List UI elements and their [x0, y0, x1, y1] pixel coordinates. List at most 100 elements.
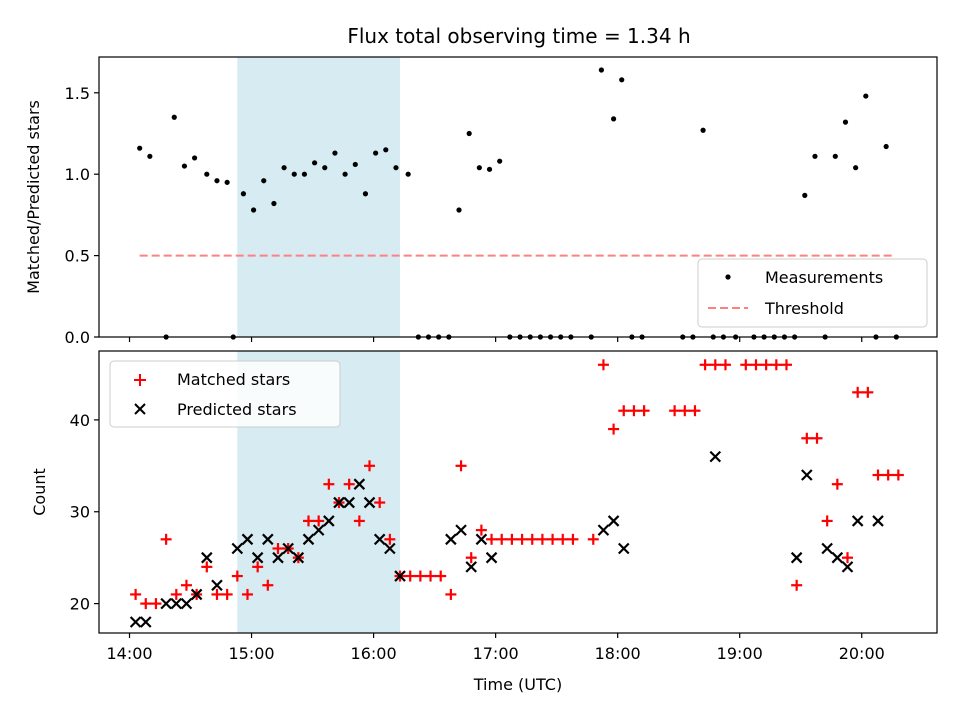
predicted-star-point	[841, 561, 854, 573]
matched-star-point	[252, 561, 264, 573]
x-tick-label: 19:00	[717, 644, 763, 663]
matched-star-point	[170, 588, 182, 600]
matched-star-point	[679, 405, 691, 417]
matched-star-point	[689, 405, 701, 417]
predicted-star-point	[160, 597, 172, 610]
matched-star-point	[201, 561, 213, 573]
top-highlight-span	[237, 57, 401, 337]
measurement-point	[405, 171, 411, 177]
y-tick-label: 40	[70, 411, 90, 430]
predicted-star-point	[709, 450, 722, 463]
matched-star-point	[364, 460, 376, 472]
predicted-star-point	[790, 551, 803, 564]
predicted-star-point	[373, 533, 386, 546]
measurement-point	[224, 179, 230, 185]
measurement-point	[863, 93, 869, 99]
bottom-legend: Matched stars Predicted stars	[109, 360, 341, 428]
matched-star-point	[669, 405, 681, 417]
matched-star-point	[740, 359, 752, 371]
top-plot-frame	[98, 56, 938, 338]
matched-star-point	[557, 533, 569, 545]
matched-star-point	[699, 359, 711, 371]
matched-star-point	[160, 533, 172, 545]
x-tick-label: 20:00	[839, 644, 885, 663]
matched-star-point	[486, 533, 498, 545]
predicted-star-point	[384, 542, 396, 555]
measurement-point	[456, 207, 462, 213]
top-x-ticks	[128, 337, 863, 342]
y-tick-label: 30	[70, 503, 90, 522]
matched-star-point	[262, 579, 274, 591]
matched-star-point	[414, 570, 426, 582]
measurement-point	[812, 153, 818, 159]
y-tick-label: 0.0	[65, 328, 90, 347]
measurement-point	[486, 166, 493, 172]
top-y-axis-label: Matched/Predicted stars	[24, 100, 43, 294]
bottom-y-ticks: 20 30 40	[70, 411, 99, 614]
top-legend-box	[697, 258, 928, 328]
legend-label-threshold: Threshold	[764, 299, 844, 318]
measurement-point	[137, 145, 143, 151]
matched-star-point	[516, 533, 528, 545]
y-tick-label: 1.0	[65, 165, 90, 184]
matched-star-point	[425, 570, 437, 582]
legend-label-measurements: Measurements	[765, 268, 883, 287]
predicted-star-point	[607, 515, 620, 527]
predicted-star-point	[201, 551, 213, 564]
predicted-star-point	[475, 533, 488, 546]
predicted-star-point	[262, 533, 274, 546]
measurement-point	[352, 161, 358, 168]
matched-star-point	[882, 469, 894, 481]
matched-star-point	[821, 515, 833, 527]
matched-star-point	[435, 570, 447, 582]
bottom-legend-box	[109, 360, 341, 428]
measurement-point	[466, 130, 472, 137]
bottom-plot-frame	[98, 350, 938, 634]
measurement-point	[301, 171, 308, 177]
matched-star-point	[140, 598, 152, 610]
measurement-points	[137, 67, 899, 340]
measurement-point	[598, 67, 604, 73]
matched-star-point	[374, 497, 386, 509]
predicted-star-point	[211, 579, 223, 592]
matched-star-point	[750, 359, 762, 371]
predicted-star-point	[363, 496, 376, 509]
matched-star-point	[587, 533, 599, 545]
measurement-point	[842, 119, 849, 125]
bottom-x-ticks: 14:00 15:00 16:00 17:00 18:00 19:00 20:00	[106, 633, 885, 663]
measurement-point	[883, 143, 889, 150]
matched-star-point	[770, 359, 782, 371]
matched-star-point	[842, 552, 854, 564]
matched-star-point	[303, 515, 314, 527]
matched-star-point	[852, 386, 864, 398]
measurement-point	[383, 147, 389, 153]
measurement-point	[204, 171, 210, 177]
matched-star-point	[628, 405, 640, 417]
measurement-point	[322, 165, 328, 171]
matched-star-point	[323, 478, 335, 490]
matched-star-point	[384, 533, 396, 545]
matched-star-point	[272, 542, 284, 554]
predicted-stars-points	[129, 450, 884, 628]
x-tick-label: 14:00	[106, 644, 152, 663]
y-tick-label: 20	[70, 595, 90, 614]
matched-star-point	[760, 359, 772, 371]
highlight-span-rect	[237, 57, 401, 337]
matched-star-point	[801, 432, 813, 444]
predicted-star-point	[872, 515, 884, 527]
matched-star-point	[709, 359, 721, 371]
measurement-point	[832, 153, 838, 159]
predicted-star-point	[323, 515, 335, 527]
matched-star-point	[719, 359, 731, 371]
matched-star-point	[221, 588, 233, 600]
measurement-point	[291, 171, 297, 177]
predicted-star-point	[140, 616, 152, 628]
matched-star-point	[496, 533, 508, 545]
matched-star-point	[638, 405, 650, 417]
predicted-star-point	[597, 524, 610, 536]
predicted-star-point	[251, 551, 264, 564]
measurement-point	[240, 191, 247, 197]
legend-marker-predicted	[134, 403, 146, 415]
predicted-star-point	[180, 597, 193, 610]
predicted-star-point	[190, 588, 203, 601]
